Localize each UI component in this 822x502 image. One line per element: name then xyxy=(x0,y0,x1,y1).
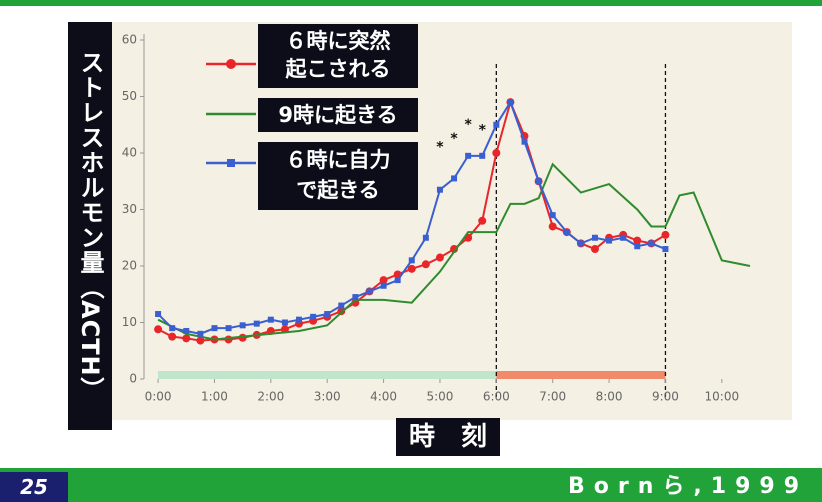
annotation: * xyxy=(479,122,487,138)
top-bar xyxy=(0,0,822,6)
marker xyxy=(450,245,459,254)
x-tick-label: 2:00 xyxy=(257,390,284,404)
marker xyxy=(451,175,458,182)
x-tick-label: 7:00 xyxy=(539,390,566,404)
marker xyxy=(662,246,669,253)
footer-bar xyxy=(0,468,822,502)
y-tick-label: 0 xyxy=(129,372,137,386)
marker xyxy=(183,327,190,334)
marker xyxy=(577,240,584,247)
marker xyxy=(493,121,500,128)
series-line xyxy=(157,99,666,342)
series-line xyxy=(157,99,666,335)
marker xyxy=(197,330,204,337)
annotation: * xyxy=(436,139,444,155)
marker xyxy=(267,316,274,323)
x-tick-label: 10:00 xyxy=(705,390,740,404)
marker xyxy=(407,264,416,273)
marker xyxy=(169,325,176,332)
x-tick-label: 6:00 xyxy=(483,390,510,404)
marker xyxy=(324,311,331,318)
marker xyxy=(352,294,359,301)
marker xyxy=(492,149,501,157)
marker xyxy=(379,276,388,285)
marker xyxy=(154,325,163,334)
annotation: * xyxy=(450,131,458,147)
marker xyxy=(465,152,472,159)
marker xyxy=(435,253,444,262)
marker xyxy=(196,336,205,345)
marker xyxy=(563,229,570,236)
marker xyxy=(648,240,655,247)
marker xyxy=(535,178,542,185)
x-tick-label: 3:00 xyxy=(314,390,341,404)
x-tick-label: 5:00 xyxy=(426,390,453,404)
marker xyxy=(591,234,598,241)
marker xyxy=(155,311,162,318)
marker xyxy=(422,234,429,241)
marker xyxy=(225,325,232,332)
legend-label: 9時に起きる xyxy=(258,98,418,132)
marker xyxy=(366,288,373,295)
wake-band xyxy=(496,371,666,379)
marker xyxy=(606,237,613,244)
marker xyxy=(168,332,177,341)
marker xyxy=(408,257,415,264)
sleep-band xyxy=(158,371,497,379)
marker xyxy=(590,245,599,254)
x-axis-label: 時 刻 xyxy=(396,418,500,456)
x-tick-label: 8:00 xyxy=(596,390,623,404)
marker xyxy=(211,325,218,332)
marker xyxy=(224,335,233,344)
marker xyxy=(548,222,557,231)
x-tick-label: 4:00 xyxy=(370,390,397,404)
marker xyxy=(296,316,303,323)
citation: Bornら,1999 xyxy=(568,474,808,499)
marker xyxy=(521,138,528,145)
marker xyxy=(436,186,443,193)
x-tick-label: 1:00 xyxy=(201,390,228,404)
y-axis-label: ストレスホルモン量（ACTH） xyxy=(68,22,112,430)
legend-label: ６時に突然 起こされる xyxy=(258,24,418,88)
y-tick-label: 40 xyxy=(122,146,137,160)
x-tick-label: 0:00 xyxy=(145,390,172,404)
marker xyxy=(338,302,345,309)
marker xyxy=(394,277,401,284)
marker xyxy=(380,282,387,289)
marker xyxy=(479,152,486,159)
marker xyxy=(421,260,430,269)
marker xyxy=(507,99,514,106)
legend-marker xyxy=(226,59,236,69)
series-line xyxy=(157,162,751,341)
y-tick-label: 60 xyxy=(122,33,137,47)
marker xyxy=(549,212,556,219)
marker xyxy=(182,334,191,343)
marker xyxy=(661,230,670,239)
marker xyxy=(281,319,288,326)
marker xyxy=(253,320,260,327)
marker xyxy=(239,322,246,329)
y-tick-label: 30 xyxy=(122,202,137,216)
annotation: * xyxy=(464,117,472,133)
legend-marker xyxy=(227,159,235,167)
marker xyxy=(478,216,487,225)
y-tick-label: 50 xyxy=(122,89,137,103)
y-tick-label: 10 xyxy=(122,315,137,329)
y-tick-label: 20 xyxy=(122,259,137,273)
marker xyxy=(310,313,317,320)
marker xyxy=(633,236,642,245)
marker xyxy=(620,234,627,241)
marker xyxy=(634,243,641,250)
page-number: 25 xyxy=(0,472,68,502)
legend-label: ６時に自力 で起きる xyxy=(258,142,418,210)
x-tick-label: 9:00 xyxy=(652,390,679,404)
